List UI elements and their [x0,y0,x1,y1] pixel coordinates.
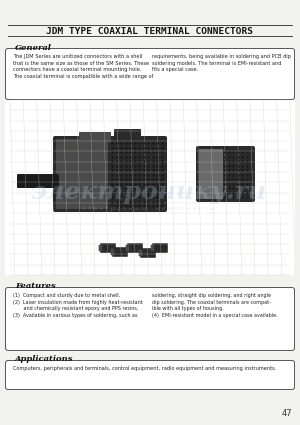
FancyBboxPatch shape [111,249,114,255]
Text: soldering, straight dip soldering, and right angle
dip soldering. The coaxial te: soldering, straight dip soldering, and r… [152,293,278,318]
Text: requirements, being available in soldering and PCB dip
soldering models. The ter: requirements, being available in solderi… [152,54,291,72]
Text: The JDM Series are unitized connectors with a shell
that is the same size as tho: The JDM Series are unitized connectors w… [13,54,153,79]
FancyBboxPatch shape [5,48,295,99]
Text: электронику.ru: электронику.ru [30,180,266,204]
Text: General: General [15,44,52,52]
FancyBboxPatch shape [5,360,295,389]
FancyBboxPatch shape [196,146,255,202]
Bar [5,100,295,275]
FancyBboxPatch shape [127,243,143,253]
FancyBboxPatch shape [140,248,156,258]
Text: э л е к т р о н н ы е     к о м п о н е н т ы: э л е к т р о н н ы е к о м п о н е н т … [82,206,214,210]
FancyBboxPatch shape [100,243,116,253]
FancyBboxPatch shape [99,245,102,251]
FancyBboxPatch shape [79,132,111,142]
Text: Features: Features [15,282,56,290]
FancyBboxPatch shape [152,243,168,253]
FancyBboxPatch shape [5,287,295,351]
FancyBboxPatch shape [56,139,108,209]
FancyBboxPatch shape [112,247,128,257]
FancyBboxPatch shape [17,174,59,188]
FancyBboxPatch shape [114,129,141,141]
FancyBboxPatch shape [139,250,142,256]
FancyBboxPatch shape [53,136,167,212]
Text: (1)  Compact and sturdy due to metal shell.
(2)  Laser insulation made from high: (1) Compact and sturdy due to metal shel… [13,293,143,318]
FancyBboxPatch shape [199,149,223,199]
Text: Applications: Applications [15,355,74,363]
Text: Computers, peripherals and terminals, control equipment, radio equipment and mea: Computers, peripherals and terminals, co… [13,366,276,371]
FancyBboxPatch shape [126,245,129,251]
FancyBboxPatch shape [151,245,154,251]
Text: JDM TYPE COAXIAL TERMINAL CONNECTORS: JDM TYPE COAXIAL TERMINAL CONNECTORS [46,26,253,36]
Text: 47: 47 [281,409,292,418]
